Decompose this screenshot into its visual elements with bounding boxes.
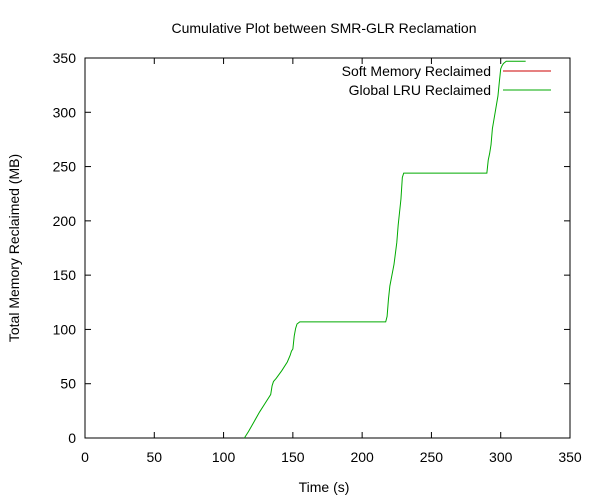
y-tick-label: 100 [53, 321, 77, 337]
axis-ticks [84, 57, 571, 439]
series-layer [243, 60, 526, 439]
legend-label-global-lru-reclaimed: Global LRU Reclaimed [349, 82, 491, 98]
x-tick-label: 50 [146, 449, 162, 465]
x-tick-label: 250 [420, 449, 444, 465]
y-tick-label: 300 [53, 104, 77, 120]
x-tick-label: 150 [281, 449, 305, 465]
y-tick-label: 200 [53, 213, 77, 229]
x-axis-label: Time (s) [299, 479, 350, 495]
y-tick-label: 50 [60, 376, 76, 392]
legend: Soft Memory Reclaimed Global LRU Reclaim… [342, 63, 551, 98]
y-tick-label: 250 [53, 159, 77, 175]
legend-label-soft-memory-reclaimed: Soft Memory Reclaimed [342, 63, 491, 79]
x-tick-label: 200 [350, 449, 374, 465]
y-axis-label: Total Memory Reclaimed (MB) [6, 154, 22, 342]
y-tick-label: 350 [53, 50, 77, 66]
y-tick-label: 150 [53, 267, 77, 283]
tick-labels: 0 50 100 150 200 250 300 350 0 50 100 150 200 250 300 3… [53, 50, 582, 465]
x-tick-label: 0 [81, 449, 89, 465]
series-line-global-lru-reclaimed [243, 60, 526, 439]
plot-frame [84, 57, 571, 439]
chart-title: Cumulative Plot between SMR-GLR Reclamat… [171, 20, 476, 36]
x-tick-label: 100 [212, 449, 236, 465]
y-tick-label: 0 [68, 430, 76, 446]
x-tick-label: 300 [489, 449, 513, 465]
x-tick-label: 350 [558, 449, 582, 465]
